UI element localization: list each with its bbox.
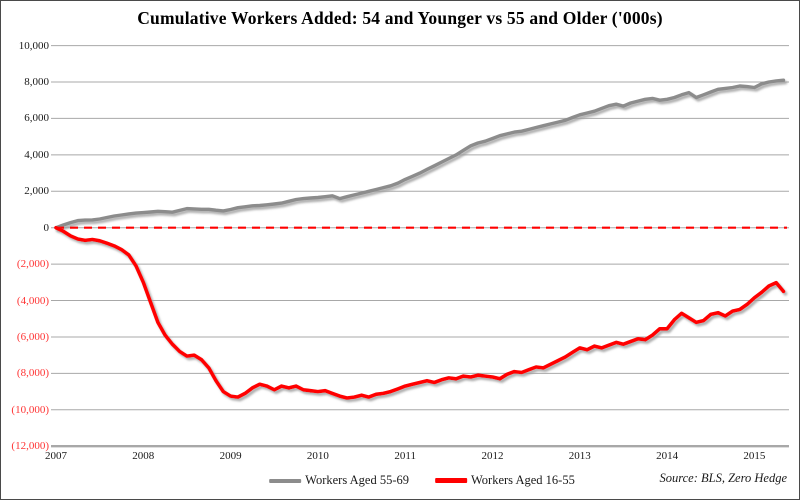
x-axis-tick-label: 2012	[481, 450, 504, 462]
x-axis-tick-label: 2010	[306, 450, 329, 462]
y-axis-tick-label: (6,000)	[16, 330, 49, 343]
legend-swatch-icon	[435, 478, 467, 483]
legend-label: Workers Aged 55-69	[305, 473, 409, 487]
series-line-aged-16-55	[54, 225, 786, 400]
series-line-aged-55-69	[54, 78, 786, 230]
legend-item: Workers Aged 55-69	[269, 473, 409, 488]
y-axis-tick-label: 10,000	[18, 39, 49, 52]
source-note: Source: BLS, Zero Hedge	[659, 471, 787, 485]
legend-item: Workers Aged 16-55	[435, 473, 575, 488]
x-axis-tick-label: 2008	[132, 450, 155, 462]
legend: Workers Aged 55-69 Workers Aged 16-55	[269, 473, 575, 488]
legend-swatch-icon	[269, 478, 302, 483]
legend-label: Workers Aged 16-55	[471, 473, 575, 487]
x-axis-tick-label: 2009	[219, 450, 242, 462]
y-axis-tick-label: (4,000)	[16, 294, 49, 307]
x-axis-tick-label: 2007	[45, 450, 67, 462]
x-axis-tick-label: 2013	[568, 450, 591, 462]
y-axis-tick-label: 8,000	[24, 76, 49, 89]
x-axis-tick-label: 2011	[394, 450, 416, 462]
y-axis-tick-label: 6,000	[24, 112, 49, 125]
x-axis-tick-label: 2014	[656, 450, 679, 462]
y-axis-tick-label: (12,000)	[11, 440, 49, 453]
y-axis-tick-label: 4,000	[24, 148, 49, 161]
chart-title: Cumulative Workers Added: 54 and Younger…	[137, 8, 663, 28]
y-axis-tick-label: 0	[43, 221, 50, 234]
y-axis-tick-label: (2,000)	[16, 258, 49, 271]
x-axis-tick-label: 2015	[743, 450, 766, 462]
y-axis-tick-label: (10,000)	[11, 403, 49, 416]
y-axis-tick-label: 2,000	[24, 185, 49, 198]
y-axis-tick-label: (8,000)	[16, 367, 49, 380]
